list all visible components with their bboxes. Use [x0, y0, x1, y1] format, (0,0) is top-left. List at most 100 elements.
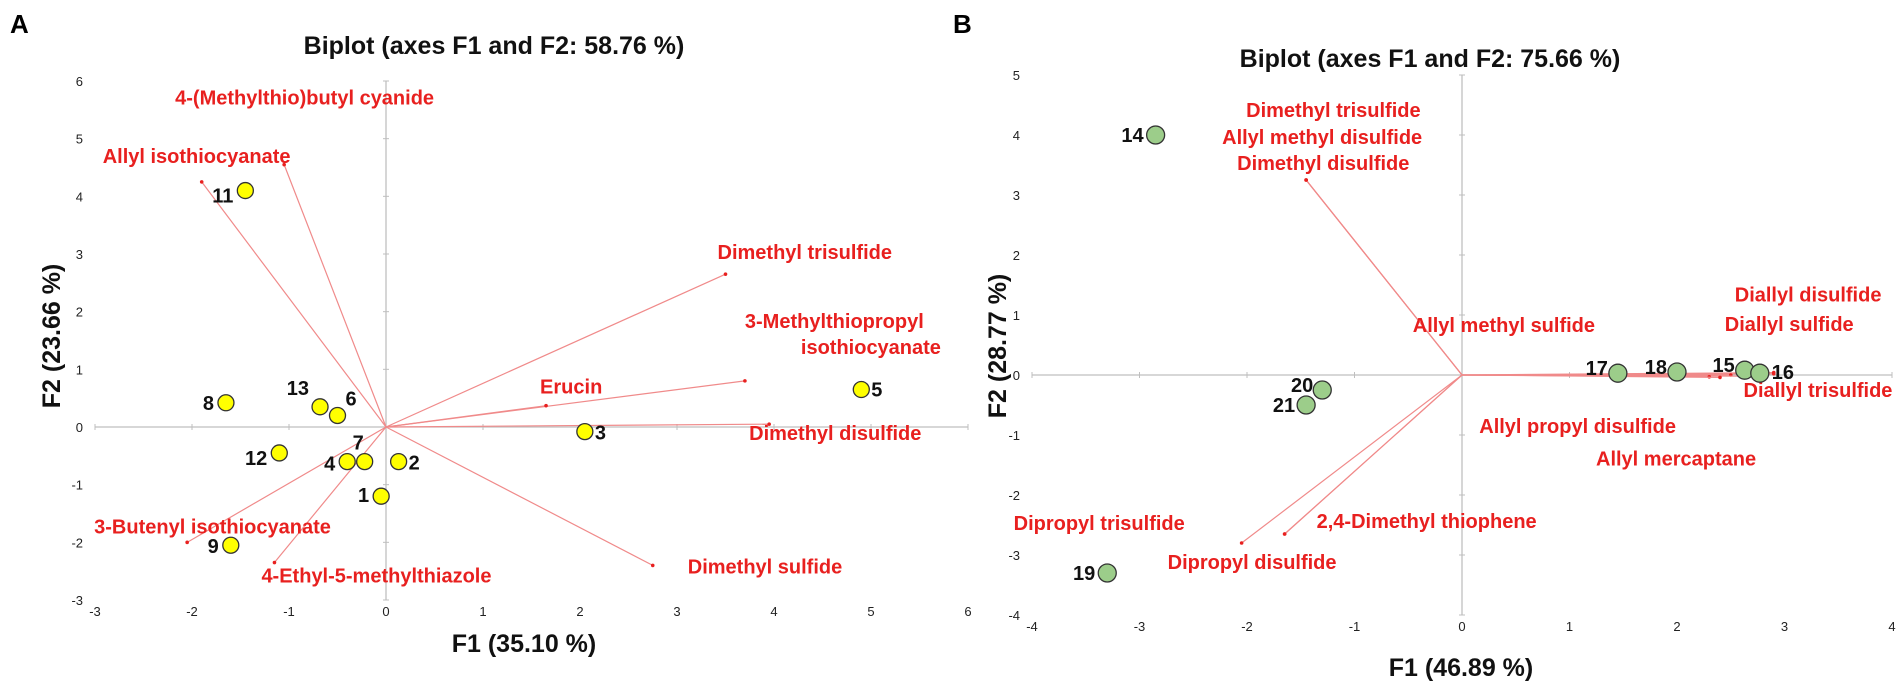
panel-b-variable-vector: [1305, 179, 1463, 376]
panel-b-observation-point: [1145, 125, 1166, 145]
panel-b-y-tick-label: -3: [1008, 548, 1020, 563]
panel-a-observation-label: 8: [203, 393, 214, 415]
panel-a-y-tick-label: -3: [71, 593, 83, 608]
panel-a-variable-vector-tip: [743, 379, 747, 383]
panel-a-variable-vector: [385, 426, 654, 566]
panel-b-variable-label: Dipropyl disulfide: [1168, 552, 1337, 574]
panel-a-y-tick-label: -2: [71, 535, 83, 550]
panel-a-observation-point: [217, 394, 235, 412]
panel-b-variable-label: Allyl propyl disulfide: [1479, 416, 1676, 438]
panel-a-observation-label: 13: [287, 378, 309, 400]
panel-b-observation-point: [1667, 362, 1687, 382]
panel-a-x-tick-label: -3: [89, 604, 101, 619]
panel-b-observation-label: 14: [1121, 125, 1144, 147]
panel-a-y-tick-label: 1: [76, 362, 83, 377]
panel-b-plot: -4 -3 -2 -1 0 1 2 3 4 -4 -3 -2 -1 0 1 2 3 4 5 Dimethyl tris…: [1008, 68, 1895, 634]
panel-a-x-tick-label: 4: [770, 604, 777, 619]
panel-a-x-tick-label: 5: [867, 604, 874, 619]
panel-b-variable-label: Allyl methyl sulfide: [1413, 315, 1595, 337]
panel-a-observation-point: [270, 444, 288, 462]
panel-a-observation-point: [576, 422, 594, 441]
panel-b-variable-vector-tip: [1718, 375, 1722, 380]
panel-a-variable-vector: [283, 164, 387, 428]
panel-a-variable-vector: [385, 273, 726, 428]
panel-b-observation-point: [1750, 363, 1770, 383]
panel-b-x-axis-title: F1 (46.89 %): [1389, 654, 1534, 682]
panel-a-x-tick-label: 0: [382, 604, 389, 619]
panel-b-variable-vector-tip: [1304, 178, 1308, 182]
panel-a-y-tick-label: 3: [76, 247, 83, 262]
panel-a-variable-label: Allyl isothiocyanate: [103, 146, 291, 168]
panel-b-title: Biplot (axes F1 and F2: 75.66 %): [1240, 45, 1621, 73]
panel-b-variable-label: Dipropyl trisulfide: [1014, 513, 1185, 535]
panel-a-variable-vector-tip: [544, 403, 548, 408]
panel-b-observation-point: [1312, 380, 1332, 400]
panel-a-variable-label: 4-Ethyl-5-methylthiazole: [261, 566, 491, 588]
panel-a-x-tick-label: 3: [673, 604, 680, 619]
panel-a-variable-label: 3-Methylthiopropyl isothiocyanate: [745, 311, 941, 359]
panel-b-variable-label: Diallyl trisulfide: [1744, 380, 1893, 402]
panel-b-observation-label: 20: [1291, 375, 1313, 397]
panel-a-x-tick-label: -1: [283, 604, 295, 619]
panel-a-y-tick-label: 0: [76, 420, 83, 435]
panel-b-letter: B: [953, 9, 972, 39]
panel-b-variable-label: 2,4-Dimethyl thiophene: [1317, 511, 1537, 533]
panel-a-variable-label: Dimethyl trisulfide: [718, 242, 892, 264]
panel-a-observation-label: 2: [409, 453, 420, 475]
panel-a-observation-point: [356, 452, 374, 471]
panel-b-variable-vector-tip: [1239, 541, 1244, 545]
panel-a-variable-vector-tip: [199, 180, 204, 184]
panel-b-variable-label: Allyl methyl disulfide: [1222, 127, 1422, 149]
panel-a-observation-label: 3: [595, 423, 606, 445]
panel-a-variable-vector-tip: [650, 563, 655, 568]
panel-b-observation-point: [1608, 363, 1628, 383]
panel-b-x-tick-label: -3: [1134, 619, 1146, 634]
panel-a-y-tick-label: -1: [71, 478, 83, 493]
panel-a-observation-point: [311, 398, 329, 416]
panel-a-variable-vector: [273, 426, 387, 563]
panel-a-variable-vector-tip: [767, 422, 771, 426]
panel-a-variable-label-line: isothiocyanate: [801, 337, 941, 359]
panel-a-observation-point: [372, 487, 390, 505]
panel-a-variable-vector-tip: [282, 162, 286, 167]
panel-a-x-tick-label: 2: [576, 604, 583, 619]
panel-b-observation-point: [1097, 563, 1117, 583]
panel-a-observation-label: 7: [353, 433, 364, 455]
panel-a-y-tick-label: 5: [76, 132, 83, 147]
panel-b-y-tick-label: 0: [1013, 368, 1020, 383]
panel-a-observation-label: 1: [358, 485, 369, 507]
panel-b-x-tick-label: 4: [1888, 619, 1895, 634]
panel-b-y-tick-label: -1: [1008, 428, 1020, 443]
panel-a-observation-label: 4: [324, 454, 336, 476]
panel-a-observation-point: [338, 452, 356, 471]
panel-a-y-tick-label: 4: [76, 189, 83, 204]
panel-a-observation-point: [222, 536, 240, 554]
panel-a-x-tick-label: -2: [186, 604, 198, 619]
panel-b-y-tick-label: 2: [1013, 248, 1020, 263]
panel-a-y-axis-title: F2 (23.66 %): [38, 264, 66, 409]
panel-b-variable-vector-tip: [1771, 372, 1776, 376]
panel-a-variable-vector: [385, 423, 770, 428]
panel-a-variable-vector-tip: [723, 272, 728, 276]
panel-a-variable-label: 3-Butenyl isothiocyanate: [94, 516, 331, 538]
panel-b-observation-label: 16: [1772, 362, 1794, 384]
panel-a-observation-label: 11: [212, 186, 233, 208]
panel-b-x-tick-label: 0: [1458, 619, 1465, 634]
panel-b-x-tick-label: 2: [1673, 619, 1680, 634]
panel-a-observation-label: 5: [871, 380, 882, 402]
panel-a-variable-vector: [385, 405, 547, 428]
panel-a-variable-vector: [201, 181, 387, 428]
panel-b-y-axis-title: F2 (28.77 %): [984, 274, 1012, 419]
panel-a-variable-label-line: 3-Methylthiopropyl: [745, 311, 924, 333]
panel-b-observation-label: 15: [1712, 355, 1734, 377]
panel-b-observation-label: 18: [1645, 357, 1667, 379]
panel-b-y-tick-label: 4: [1013, 128, 1020, 143]
panel-a-variable-vector-tip: [272, 560, 277, 565]
panel-a-variable-label: Dimethyl sulfide: [688, 556, 842, 578]
panel-a-variable-vector: [186, 426, 387, 543]
panel-a-observation-point: [236, 181, 255, 200]
panel-a-observation-point: [328, 406, 347, 425]
panel-a-variable-vector-tip: [185, 540, 189, 545]
panel-a-x-tick-label: 6: [964, 604, 971, 619]
